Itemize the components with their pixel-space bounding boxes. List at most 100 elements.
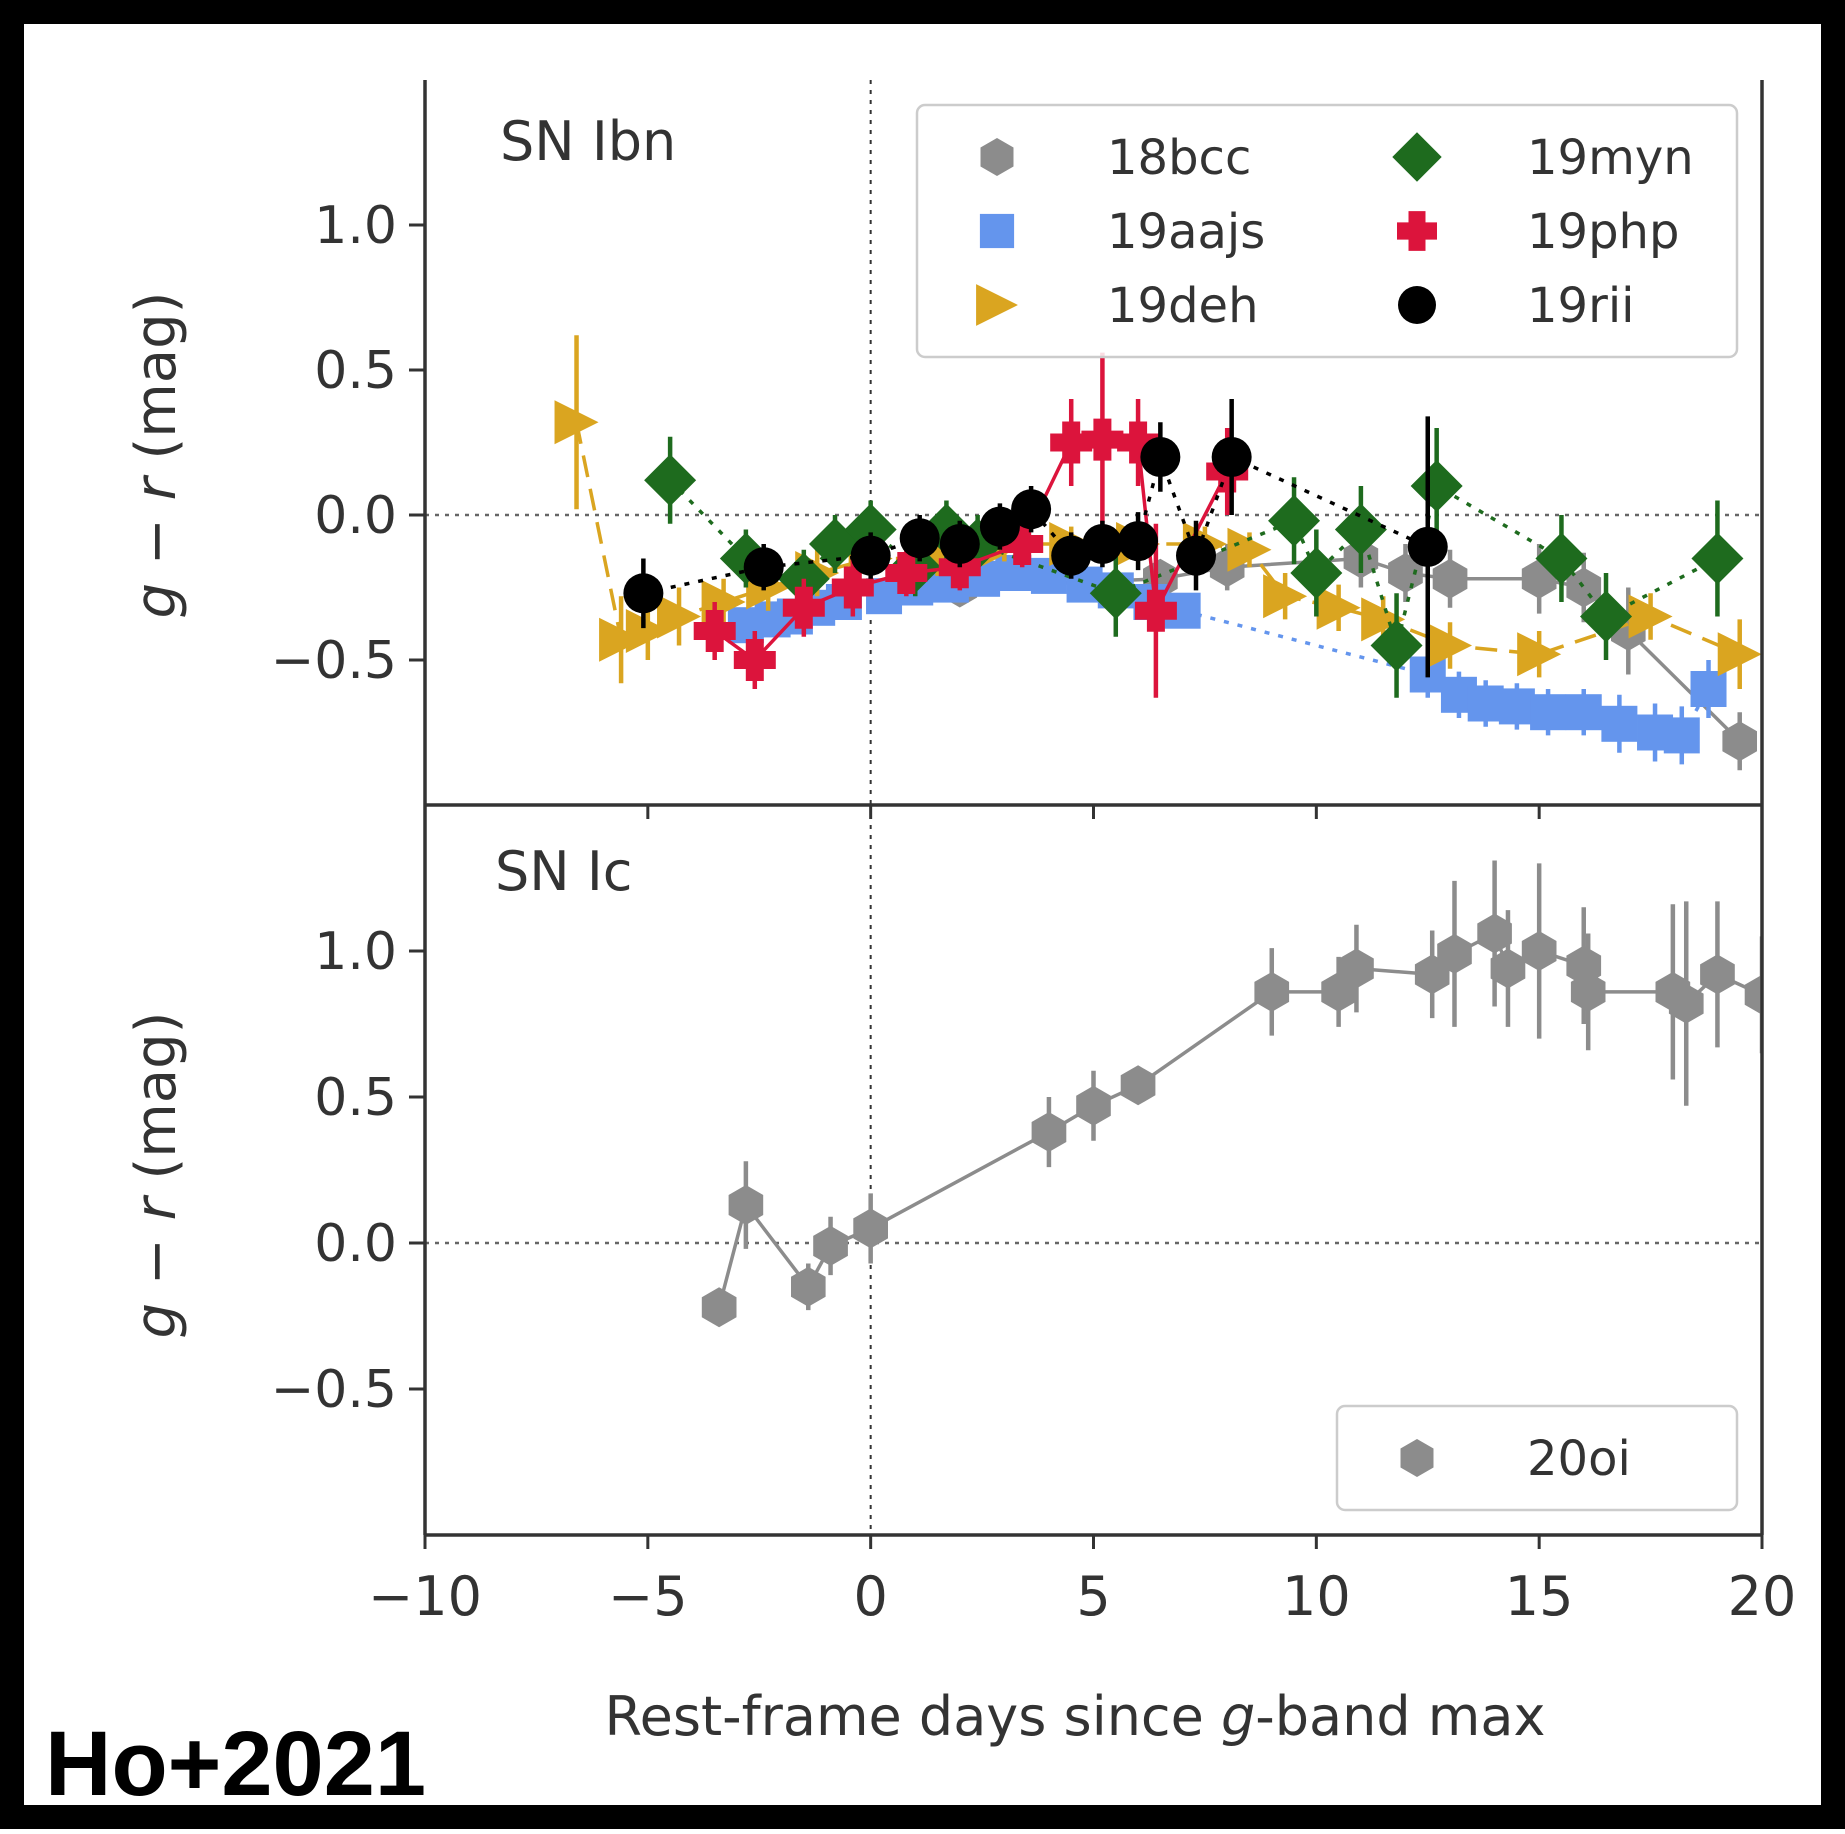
legend-label-19deh: 19deh — [1107, 278, 1259, 334]
data-point-19php — [1001, 523, 1044, 565]
legend-panel-1: 20oi — [1335, 1404, 1739, 1512]
data-point-19php — [1081, 418, 1124, 461]
data-point-20oi — [1339, 948, 1374, 989]
legend-label-19myn: 19myn — [1527, 130, 1694, 186]
y-axis-label-r: r — [124, 1194, 189, 1220]
axes-layer: −0.5 0.0 0.5 1.0 −0.5 0.0 0.5 1.0 −10 −5 0 5 10 15 20 — [271, 80, 1797, 1628]
data-point-19php — [782, 586, 825, 629]
x-tick-label: 10 — [1282, 1565, 1351, 1628]
data-point-19myn — [1089, 567, 1142, 620]
data-point-19myn — [644, 454, 697, 507]
y-tick-label: 1.0 — [314, 922, 397, 982]
data-point-18bcc — [1432, 558, 1468, 599]
legend-marker-19rii — [1398, 286, 1436, 324]
legend-marker-19php — [1397, 211, 1437, 251]
data-layer — [554, 335, 1762, 1328]
credit-label: Ho+2021 — [45, 1713, 426, 1815]
data-point-18bcc — [1388, 553, 1423, 593]
y-axis-label-unit: (mag) — [124, 291, 189, 477]
data-point-19rii — [1140, 437, 1181, 477]
legend-label-18bcc: 18bcc — [1107, 130, 1251, 186]
x-tick-label: −5 — [608, 1565, 688, 1628]
y-tick-label: −0.5 — [271, 1360, 397, 1420]
legend-marker-18bcc — [980, 138, 1014, 176]
data-point-19deh — [599, 617, 644, 662]
data-point-19rii — [623, 573, 664, 614]
x-tick-label: 0 — [853, 1565, 887, 1628]
data-point-19deh — [1227, 527, 1272, 572]
legend-box — [915, 103, 1739, 359]
data-point-19rii — [1211, 437, 1252, 477]
data-point-19myn — [1410, 460, 1463, 512]
x-tick-label: 15 — [1505, 1565, 1574, 1628]
data-point-19php — [733, 639, 776, 681]
data-point-19rii — [1176, 535, 1217, 576]
data-point-19php — [885, 552, 928, 594]
reference-lines — [425, 80, 1762, 1535]
data-point-19rii — [1011, 489, 1052, 530]
data-point-19rii — [899, 518, 940, 559]
data-point-20oi — [1490, 948, 1526, 989]
data-point-20oi — [1521, 931, 1557, 971]
x-axis-label-post: -band max — [1255, 1685, 1545, 1748]
legend-marker-19myn — [1392, 132, 1442, 182]
labels-layer: SN Ibn SN Ic Rest-frame days since g-ban… — [45, 110, 1545, 1815]
data-point-20oi — [1120, 1065, 1156, 1106]
panel-label-sn-ibn: SN Ibn — [500, 110, 676, 173]
legend-box — [1335, 1404, 1739, 1512]
data-point-20oi — [1254, 971, 1290, 1012]
data-point-19deh — [1428, 623, 1473, 668]
panel-data-0 — [554, 335, 1762, 771]
data-point-19rii — [939, 524, 980, 564]
data-point-20oi — [853, 1208, 888, 1249]
data-point-20oi — [728, 1185, 764, 1225]
data-point-20oi — [813, 1225, 848, 1266]
series-line-20oi — [717, 931, 1762, 1308]
data-point-19rii — [979, 506, 1020, 547]
x-tick-label: 20 — [1728, 1565, 1797, 1628]
data-point-19deh — [1263, 574, 1308, 619]
legend-label-20oi: 20oi — [1527, 1431, 1631, 1487]
data-point-19myn — [1535, 532, 1588, 585]
y-tick-label: 0.0 — [314, 486, 397, 546]
data-point-19myn — [1290, 547, 1343, 599]
data-point-18bcc — [1566, 567, 1602, 608]
data-point-20oi — [1668, 983, 1704, 1024]
legend-marker-20oi — [1400, 1439, 1434, 1477]
data-point-20oi — [791, 1266, 826, 1307]
x-axis-label-italic: g — [1221, 1685, 1255, 1748]
data-point-19deh — [1361, 597, 1406, 642]
data-point-19aajs — [1601, 705, 1638, 742]
x-axis-label: Rest-frame days since g-band max — [605, 1685, 1546, 1748]
data-point-19deh — [657, 594, 702, 639]
data-point-20oi — [1477, 913, 1512, 954]
panel-data-1 — [701, 860, 1762, 1328]
data-point-19rii — [1051, 535, 1092, 576]
y-tick-label: −0.5 — [271, 631, 397, 691]
data-point-19aajs — [1498, 688, 1535, 725]
data-point-19rii — [743, 547, 784, 588]
data-point-19php — [1117, 421, 1160, 464]
data-point-19aajs — [1530, 694, 1567, 731]
data-point-19deh — [1628, 594, 1673, 639]
data-point-19aajs — [1690, 671, 1727, 707]
legend-marker-19deh — [976, 284, 1018, 326]
data-point-19deh — [554, 400, 599, 445]
data-point-19aajs — [1467, 685, 1504, 722]
y-axis-label-r: r — [124, 474, 189, 500]
series-19rii — [623, 399, 1448, 678]
data-point-19myn — [1268, 494, 1321, 547]
data-point-20oi — [701, 1287, 737, 1328]
y-axis-label-minus: − — [124, 1220, 189, 1303]
series-20oi — [701, 860, 1762, 1328]
data-point-19deh — [625, 609, 670, 653]
data-point-19myn — [1370, 619, 1423, 672]
data-point-19deh — [1717, 632, 1762, 677]
y-axis-label-g: g — [124, 583, 189, 619]
data-point-20oi — [1744, 974, 1762, 1015]
y-axis-label-top: g − r (mag) — [124, 291, 189, 618]
data-point-20oi — [1076, 1085, 1111, 1126]
y-axis-label-minus: − — [124, 500, 189, 583]
